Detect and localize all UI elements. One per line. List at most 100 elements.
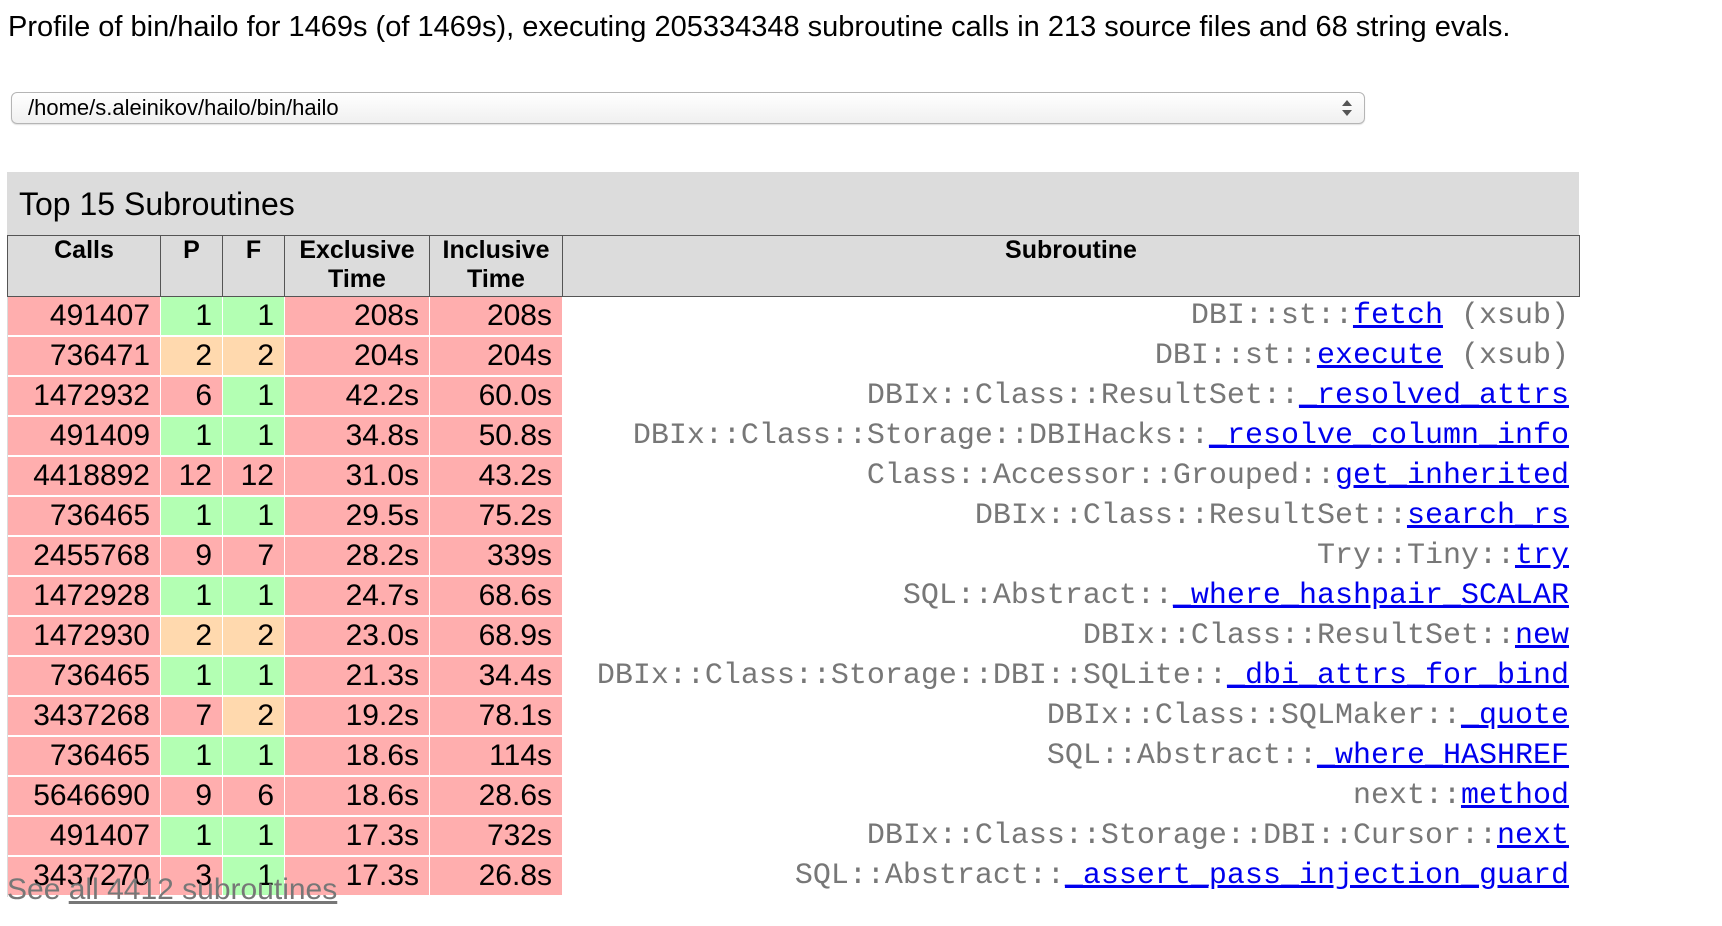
table-row: 2455768 9 7 28.2s 339s Try::Tiny::try bbox=[7, 536, 1580, 577]
subroutine-link[interactable]: _resolved_attrs bbox=[1298, 379, 1569, 413]
p-cell: 9 bbox=[160, 776, 223, 817]
calls-cell: 4418892 bbox=[7, 456, 161, 497]
f-cell: 12 bbox=[222, 456, 285, 497]
exclusive-time-cell: 208s bbox=[284, 296, 430, 337]
exclusive-time-column-header[interactable]: Exclusive Time bbox=[284, 235, 430, 297]
subroutine-package: DBI::st:: bbox=[1154, 339, 1317, 373]
p-cell: 1 bbox=[160, 576, 223, 617]
subroutine-link[interactable]: search_rs bbox=[1406, 499, 1569, 533]
subroutine-link[interactable]: get_inherited bbox=[1334, 459, 1569, 493]
f-cell: 1 bbox=[222, 576, 285, 617]
inclusive-time-cell: 43.2s bbox=[429, 456, 563, 497]
source-file-select[interactable]: /home/s.aleinikov/hailo/bin/hailo bbox=[11, 92, 1365, 124]
subroutine-package: DBI::st:: bbox=[1190, 299, 1353, 333]
subroutine-package: DBIx::Class::SQLMaker:: bbox=[1046, 699, 1461, 733]
table-row: 5646690 9 6 18.6s 28.6s next::method bbox=[7, 776, 1580, 817]
p-cell: 1 bbox=[160, 736, 223, 777]
subroutine-link[interactable]: fetch bbox=[1352, 299, 1443, 333]
subroutine-suffix: (xsub) bbox=[1442, 299, 1569, 333]
subroutine-link[interactable]: next bbox=[1496, 819, 1569, 853]
f-cell: 1 bbox=[222, 376, 285, 417]
exclusive-time-cell: 18.6s bbox=[284, 776, 430, 817]
table-row: 1472930 2 2 23.0s 68.9s DBIx::Class::ResultSe… bbox=[7, 616, 1580, 657]
f-cell: 1 bbox=[222, 856, 285, 897]
calls-cell: 736465 bbox=[7, 496, 161, 537]
f-cell: 1 bbox=[222, 296, 285, 337]
subroutine-link[interactable]: _where_HASHREF bbox=[1316, 739, 1569, 773]
calls-cell: 1472930 bbox=[7, 616, 161, 657]
f-cell: 1 bbox=[222, 816, 285, 857]
subroutine-cell: DBIx::Class::ResultSet::new bbox=[562, 616, 1580, 657]
subroutine-cell: SQL::Abstract::_where_HASHREF bbox=[562, 736, 1580, 777]
subroutine-link[interactable]: execute bbox=[1316, 339, 1443, 373]
exclusive-time-cell: 34.8s bbox=[284, 416, 430, 457]
exclusive-time-cell: 31.0s bbox=[284, 456, 430, 497]
table-row: 1472928 1 1 24.7s 68.6s SQL::Abstract::_where… bbox=[7, 576, 1580, 617]
f-cell: 2 bbox=[222, 696, 285, 737]
f-cell: 6 bbox=[222, 776, 285, 817]
p-cell: 3 bbox=[160, 856, 223, 897]
subroutine-cell: DBI::st::fetch (xsub) bbox=[562, 296, 1580, 337]
p-cell: 2 bbox=[160, 616, 223, 657]
top-subroutines-caption: Top 15 Subroutines bbox=[19, 186, 295, 222]
exclusive-time-cell: 23.0s bbox=[284, 616, 430, 657]
p-cell: 12 bbox=[160, 456, 223, 497]
see-all-subroutines: See all 4412 subroutines bbox=[7, 873, 338, 906]
subroutine-cell: DBIx::Class::Storage::DBI::SQLite::_dbi_… bbox=[562, 656, 1580, 697]
table-row: 491407 1 1 17.3s 732s DBIx::Class::Storage::D… bbox=[7, 816, 1580, 857]
inclusive-time-cell: 732s bbox=[429, 816, 563, 857]
calls-cell: 3437270 bbox=[7, 856, 161, 897]
see-all-subroutines-link[interactable]: all 4412 subroutines bbox=[68, 873, 338, 906]
inclusive-time-cell: 34.4s bbox=[429, 656, 563, 697]
inclusive-time-cell: 26.8s bbox=[429, 856, 563, 897]
table-row: 736465 1 1 29.5s 75.2s DBIx::Class::ResultSet… bbox=[7, 496, 1580, 537]
calls-cell: 1472932 bbox=[7, 376, 161, 417]
inclusive-time-column-header[interactable]: Inclusive Time bbox=[429, 235, 563, 297]
subroutine-link[interactable]: new bbox=[1514, 619, 1569, 653]
p-column-header[interactable]: P bbox=[160, 235, 223, 297]
profile-summary: Profile of bin/hailo for 1469s (of 1469s… bbox=[8, 11, 1511, 43]
inclusive-time-cell: 208s bbox=[429, 296, 563, 337]
subroutine-cell: DBIx::Class::ResultSet::search_rs bbox=[562, 496, 1580, 537]
subroutine-link[interactable]: _resolve_column_info bbox=[1208, 419, 1569, 453]
subroutine-link[interactable]: method bbox=[1460, 779, 1569, 813]
f-cell: 1 bbox=[222, 736, 285, 777]
select-arrows-icon bbox=[1342, 100, 1352, 116]
subroutine-column-header[interactable]: Subroutine bbox=[562, 235, 1580, 297]
exclusive-time-cell: 29.5s bbox=[284, 496, 430, 537]
table-row: 3437268 7 2 19.2s 78.1s DBIx::Class::SQLMaker… bbox=[7, 696, 1580, 737]
subroutine-link[interactable]: try bbox=[1514, 539, 1569, 573]
inclusive-time-cell: 50.8s bbox=[429, 416, 563, 457]
subroutine-package: DBIx::Class::ResultSet:: bbox=[1082, 619, 1515, 653]
calls-cell: 491409 bbox=[7, 416, 161, 457]
exclusive-time-cell: 18.6s bbox=[284, 736, 430, 777]
subroutine-link[interactable]: _quote bbox=[1460, 699, 1569, 733]
subroutine-package: SQL::Abstract:: bbox=[902, 579, 1173, 613]
inclusive-time-cell: 28.6s bbox=[429, 776, 563, 817]
p-cell: 1 bbox=[160, 296, 223, 337]
subroutine-cell: DBI::st::execute (xsub) bbox=[562, 336, 1580, 377]
subroutine-link[interactable]: _dbi_attrs_for_bind bbox=[1226, 659, 1569, 693]
inclusive-time-cell: 75.2s bbox=[429, 496, 563, 537]
calls-cell: 491407 bbox=[7, 296, 161, 337]
subroutine-cell: DBIx::Class::Storage::DBI::Cursor::next bbox=[562, 816, 1580, 857]
calls-cell: 736465 bbox=[7, 656, 161, 697]
p-cell: 1 bbox=[160, 656, 223, 697]
exclusive-time-cell: 17.3s bbox=[284, 816, 430, 857]
p-cell: 1 bbox=[160, 416, 223, 457]
subroutine-cell: Try::Tiny::try bbox=[562, 536, 1580, 577]
subroutine-link[interactable]: _assert_pass_injection_guard bbox=[1064, 859, 1569, 893]
f-cell: 1 bbox=[222, 416, 285, 457]
exclusive-time-cell: 21.3s bbox=[284, 656, 430, 697]
exclusive-time-cell: 204s bbox=[284, 336, 430, 377]
table-row: 736471 2 2 204s 204s DBI::st::execute (xsub) bbox=[7, 336, 1580, 377]
f-column-header[interactable]: F bbox=[222, 235, 285, 297]
calls-cell: 736471 bbox=[7, 336, 161, 377]
inclusive-time-cell: 204s bbox=[429, 336, 563, 377]
subroutine-package: DBIx::Class::ResultSet:: bbox=[974, 499, 1407, 533]
calls-column-header[interactable]: Calls bbox=[7, 235, 161, 297]
f-cell: 2 bbox=[222, 616, 285, 657]
exclusive-time-cell: 17.3s bbox=[284, 856, 430, 897]
subroutine-link[interactable]: _where_hashpair_SCALAR bbox=[1172, 579, 1569, 613]
subroutine-package: DBIx::Class::ResultSet:: bbox=[866, 379, 1299, 413]
